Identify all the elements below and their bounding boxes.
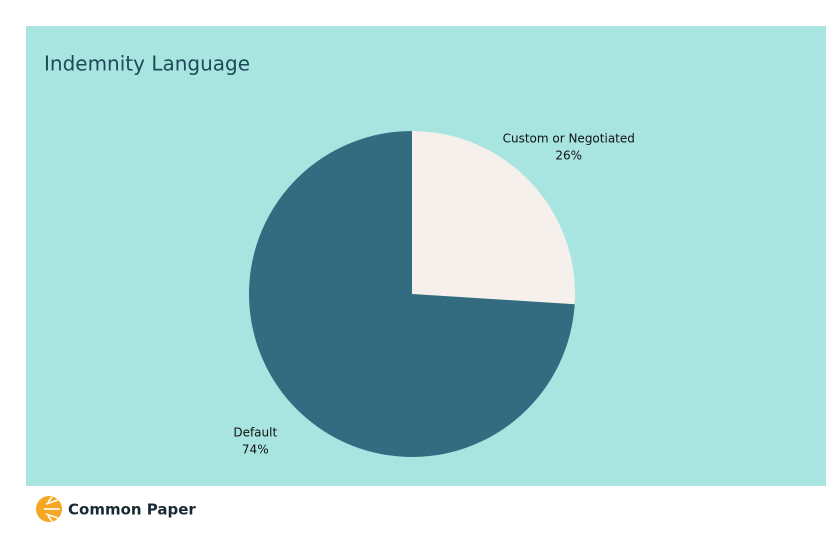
pie — [249, 131, 575, 457]
chart-title: Indemnity Language — [44, 52, 250, 76]
logo: Common Paper — [36, 496, 196, 522]
slice-label: Default — [233, 426, 277, 440]
brand-name: Common Paper — [68, 501, 196, 519]
logo-rays — [44, 496, 60, 522]
slice-value-label: 74% — [242, 443, 269, 457]
pie-slice — [412, 131, 575, 305]
pie-slice — [249, 131, 575, 457]
slice-value-label: 26% — [555, 148, 582, 162]
slice-label: Custom or Negotiated — [503, 131, 635, 145]
